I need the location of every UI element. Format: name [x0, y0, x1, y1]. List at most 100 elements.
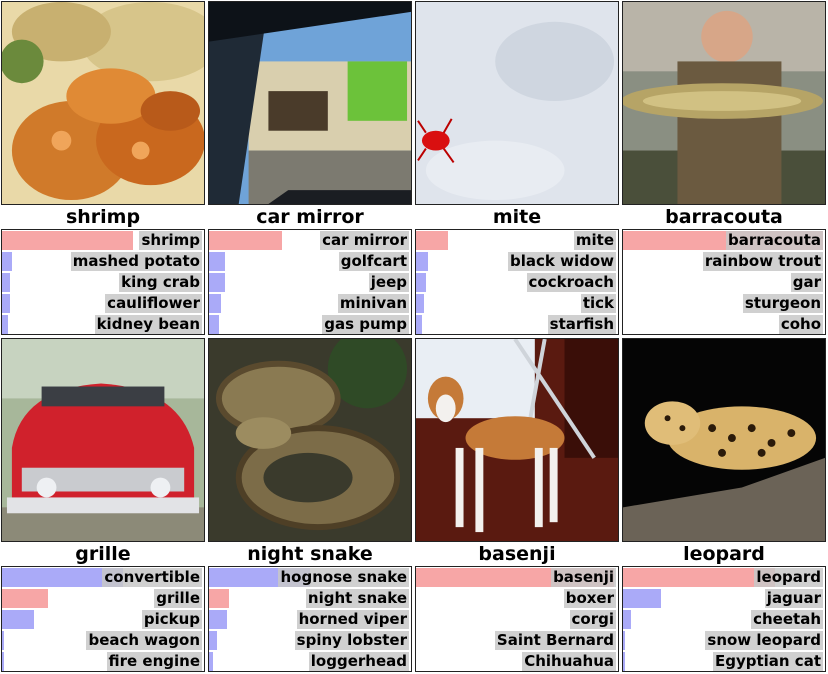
- prob-bar: [416, 294, 424, 313]
- prediction-label: coho: [778, 315, 823, 334]
- prob-bar: [623, 631, 625, 650]
- predictions-list: mite black widow cockroach tick starfish: [415, 229, 619, 335]
- photo-basenji: [415, 338, 619, 542]
- prediction-label: gar: [790, 273, 823, 292]
- prediction-label: horned viper: [296, 610, 409, 629]
- ground-truth-label: leopard: [683, 543, 765, 565]
- panel-mite: mite mite black widow cockroach tick sta…: [414, 0, 620, 337]
- prob-bar: [209, 631, 217, 650]
- ground-truth-label: basenji: [478, 543, 556, 565]
- prob-bar: [2, 273, 10, 292]
- prob-bar: [2, 294, 10, 313]
- prediction-label: starfish: [547, 315, 616, 334]
- photo-shrimp: [1, 1, 205, 205]
- prediction-label: basenji: [551, 568, 616, 587]
- prediction-label: sturgeon: [742, 294, 823, 313]
- panel-shrimp: shrimp shrimp mashed potato king crab ca…: [0, 0, 206, 337]
- panel-leopard: leopard leopard jaguar cheetah snow leop…: [621, 337, 827, 674]
- prediction-label: kidney bean: [94, 315, 202, 334]
- prediction-label: king crab: [119, 273, 202, 292]
- prediction-label: barracouta: [726, 231, 823, 250]
- prediction-label: leopard: [754, 568, 823, 587]
- prob-bar: [209, 315, 219, 334]
- ground-truth-label: grille: [75, 543, 131, 565]
- prediction-label: Chihuahua: [522, 652, 616, 671]
- prediction-label: corgi: [569, 610, 616, 629]
- prob-bar: [2, 589, 48, 608]
- prediction-label: mashed potato: [70, 252, 202, 271]
- photo-barracouta: [622, 1, 826, 205]
- prob-bar: [209, 231, 282, 250]
- photo-grille: [1, 338, 205, 542]
- prediction-label: snow leopard: [705, 631, 823, 650]
- prediction-label: boxer: [563, 589, 616, 608]
- prob-bar: [623, 652, 625, 671]
- prediction-label: golfcart: [338, 252, 409, 271]
- prediction-label: gas pump: [322, 315, 409, 334]
- prediction-label: convertible: [102, 568, 202, 587]
- prediction-label: cauliflower: [105, 294, 202, 313]
- prediction-label: Saint Bernard: [494, 631, 616, 650]
- prediction-label: black widow: [508, 252, 616, 271]
- predictions-list: car mirror golfcart jeep minivan gas pum…: [208, 229, 412, 335]
- prob-bar: [209, 610, 227, 629]
- prob-bar: [623, 568, 775, 587]
- prob-bar: [209, 273, 225, 292]
- prob-bar: [2, 610, 34, 629]
- prediction-label: rainbow trout: [702, 252, 823, 271]
- prob-bar: [209, 652, 213, 671]
- prob-bar: [2, 231, 133, 250]
- prediction-label: spiny lobster: [294, 631, 409, 650]
- prediction-label: loggerhead: [308, 652, 409, 671]
- prediction-label: car mirror: [320, 231, 409, 250]
- predictions-list: leopard jaguar cheetah snow leopard Egyp…: [622, 566, 826, 672]
- prediction-label: shrimp: [139, 231, 202, 250]
- panel-car-mirror: car mirror car mirror golfcart jeep mini…: [207, 0, 413, 337]
- prediction-label: night snake: [305, 589, 409, 608]
- prediction-label: cheetah: [751, 610, 823, 629]
- prediction-label: minivan: [337, 294, 409, 313]
- ground-truth-label: car mirror: [256, 206, 364, 228]
- predictions-list: hognose snake night snake horned viper s…: [208, 566, 412, 672]
- prediction-label: cockroach: [526, 273, 616, 292]
- prediction-label: hognose snake: [278, 568, 409, 587]
- prediction-label: Egyptian cat: [712, 652, 823, 671]
- panel-barracouta: barracouta barracouta rainbow trout gar …: [621, 0, 827, 337]
- panel-basenji: basenji basenji boxer corgi Saint Bernar…: [414, 337, 620, 674]
- prob-bar: [2, 252, 12, 271]
- prediction-label: mite: [573, 231, 616, 250]
- predictions-list: barracouta rainbow trout gar sturgeon co…: [622, 229, 826, 335]
- prob-bar: [623, 589, 661, 608]
- ground-truth-label: night snake: [247, 543, 373, 565]
- prob-bar: [416, 315, 422, 334]
- photo-car-mirror: [208, 1, 412, 205]
- prediction-label: grille: [154, 589, 202, 608]
- prob-bar: [209, 589, 229, 608]
- prob-bar: [2, 568, 123, 587]
- prob-bar: [209, 294, 221, 313]
- prediction-label: jaguar: [764, 589, 823, 608]
- prob-bar: [416, 231, 448, 250]
- ground-truth-label: mite: [492, 206, 542, 228]
- panel-grille: grille convertible grille pickup beach w…: [0, 337, 206, 674]
- prediction-label: jeep: [368, 273, 409, 292]
- predictions-list: basenji boxer corgi Saint Bernard Chihua…: [415, 566, 619, 672]
- prob-bar: [416, 273, 426, 292]
- photo-night-snake: [208, 338, 412, 542]
- photo-mite: [415, 1, 619, 205]
- prob-bar: [2, 652, 4, 671]
- prediction-label: fire engine: [106, 652, 202, 671]
- prediction-label: tick: [580, 294, 616, 313]
- predictions-list: shrimp mashed potato king crab cauliflow…: [1, 229, 205, 335]
- prob-bar: [416, 252, 428, 271]
- prob-bar: [209, 252, 225, 271]
- prob-bar: [623, 610, 631, 629]
- panel-night-snake: night snake hognose snake night snake ho…: [207, 337, 413, 674]
- prediction-label: beach wagon: [86, 631, 202, 650]
- prob-bar: [2, 315, 8, 334]
- prediction-label: pickup: [141, 610, 202, 629]
- prob-bar: [2, 631, 4, 650]
- ground-truth-label: shrimp: [65, 206, 141, 228]
- predictions-list: convertible grille pickup beach wagon fi…: [1, 566, 205, 672]
- photo-leopard: [622, 338, 826, 542]
